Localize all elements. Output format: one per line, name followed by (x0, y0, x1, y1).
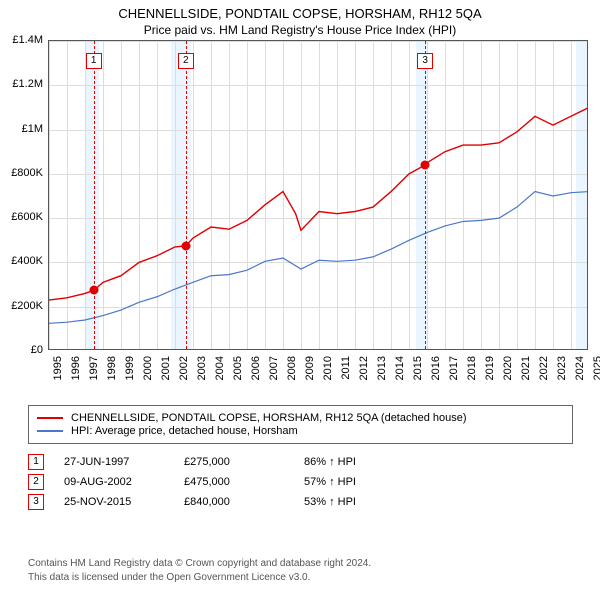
x-tick-label: 2009 (304, 356, 316, 380)
chart-page: CHENNELLSIDE, PONDTAIL COPSE, HORSHAM, R… (0, 0, 600, 590)
sale-marker-dot (89, 286, 98, 295)
x-tick-label: 2006 (250, 356, 262, 380)
footer-line-1: Contains HM Land Registry data © Crown c… (28, 557, 371, 571)
y-tick-label: £600K (11, 211, 43, 223)
title-line-2: Price paid vs. HM Land Registry's House … (0, 23, 600, 37)
sale-marker-box: 3 (417, 53, 433, 69)
x-tick-label: 2012 (358, 356, 370, 380)
x-tick-label: 2016 (430, 356, 442, 380)
sale-marker-dot (421, 161, 430, 170)
plot-area: 1 2 3 (48, 40, 588, 350)
txn-marker-box: 2 (28, 474, 44, 490)
txn-price: £840,000 (184, 496, 304, 508)
txn-pct: 57% ↑ HPI (304, 476, 444, 488)
x-tick-label: 2004 (214, 356, 226, 380)
x-tick-label: 1996 (70, 356, 82, 380)
x-tick-label: 2025 (592, 356, 600, 380)
x-tick-label: 1999 (124, 356, 136, 380)
x-tick-label: 2021 (520, 356, 532, 380)
sale-marker-box: 2 (178, 53, 194, 69)
y-axis: £0£200K£400K£600K£800K£1M£1.2M£1.4M (0, 40, 46, 350)
y-tick-label: £400K (11, 255, 43, 267)
txn-pct: 53% ↑ HPI (304, 496, 444, 508)
x-tick-label: 2019 (484, 356, 496, 380)
x-tick-label: 2003 (196, 356, 208, 380)
x-tick-label: 2002 (178, 356, 190, 380)
x-tick-label: 2013 (376, 356, 388, 380)
x-tick-label: 2017 (448, 356, 460, 380)
y-tick-label: £800K (11, 167, 43, 179)
x-tick-label: 2018 (466, 356, 478, 380)
x-tick-label: 2008 (286, 356, 298, 380)
x-tick-label: 2020 (502, 356, 514, 380)
legend-label: CHENNELLSIDE, PONDTAIL COPSE, HORSHAM, R… (71, 412, 467, 424)
x-tick-label: 2023 (556, 356, 568, 380)
series-price_paid (49, 107, 588, 300)
x-tick-label: 1995 (52, 356, 64, 380)
title-block: CHENNELLSIDE, PONDTAIL COPSE, HORSHAM, R… (0, 0, 600, 37)
footer-line-2: This data is licensed under the Open Gov… (28, 571, 371, 585)
title-line-1: CHENNELLSIDE, PONDTAIL COPSE, HORSHAM, R… (0, 6, 600, 21)
x-tick-label: 2000 (142, 356, 154, 380)
legend-label: HPI: Average price, detached house, Hors… (71, 425, 298, 437)
x-tick-label: 2001 (160, 356, 172, 380)
txn-date: 27-JUN-1997 (64, 456, 184, 468)
legend-item: HPI: Average price, detached house, Hors… (37, 425, 564, 437)
footer: Contains HM Land Registry data © Crown c… (28, 557, 371, 584)
sale-marker-dot (181, 241, 190, 250)
x-tick-label: 2015 (412, 356, 424, 380)
transactions-table: 1 27-JUN-1997 £275,000 86% ↑ HPI 2 09-AU… (28, 450, 573, 514)
table-row: 3 25-NOV-2015 £840,000 53% ↑ HPI (28, 494, 573, 510)
x-tick-label: 2011 (340, 356, 352, 380)
table-row: 1 27-JUN-1997 £275,000 86% ↑ HPI (28, 454, 573, 470)
legend-swatch (37, 430, 63, 432)
y-tick-label: £1.2M (12, 78, 43, 90)
chart: £0£200K£400K£600K£800K£1M£1.2M£1.4M 123 … (0, 40, 600, 400)
txn-date: 25-NOV-2015 (64, 496, 184, 508)
y-tick-label: £200K (11, 300, 43, 312)
sale-marker-box: 1 (86, 53, 102, 69)
x-tick-label: 1998 (106, 356, 118, 380)
table-row: 2 09-AUG-2002 £475,000 57% ↑ HPI (28, 474, 573, 490)
txn-marker-box: 1 (28, 454, 44, 470)
x-axis: 1995 1996 1997 1998 1999 2000 2001 2002 2003 2004… (48, 352, 588, 400)
y-tick-label: £0 (31, 344, 43, 356)
y-tick-label: £1M (22, 123, 43, 135)
x-tick-label: 2010 (322, 356, 334, 380)
x-tick-label: 2007 (268, 356, 280, 380)
txn-date: 09-AUG-2002 (64, 476, 184, 488)
legend-swatch (37, 417, 63, 419)
txn-price: £275,000 (184, 456, 304, 468)
txn-price: £475,000 (184, 476, 304, 488)
x-tick-label: 2014 (394, 356, 406, 380)
x-tick-label: 2024 (574, 356, 586, 380)
legend: CHENNELLSIDE, PONDTAIL COPSE, HORSHAM, R… (28, 405, 573, 444)
txn-marker-box: 3 (28, 494, 44, 510)
legend-item: CHENNELLSIDE, PONDTAIL COPSE, HORSHAM, R… (37, 412, 564, 424)
x-tick-label: 1997 (88, 356, 100, 380)
x-tick-label: 2005 (232, 356, 244, 380)
x-tick-label: 2022 (538, 356, 550, 380)
y-tick-label: £1.4M (12, 34, 43, 46)
txn-pct: 86% ↑ HPI (304, 456, 444, 468)
line-svg (49, 41, 588, 350)
